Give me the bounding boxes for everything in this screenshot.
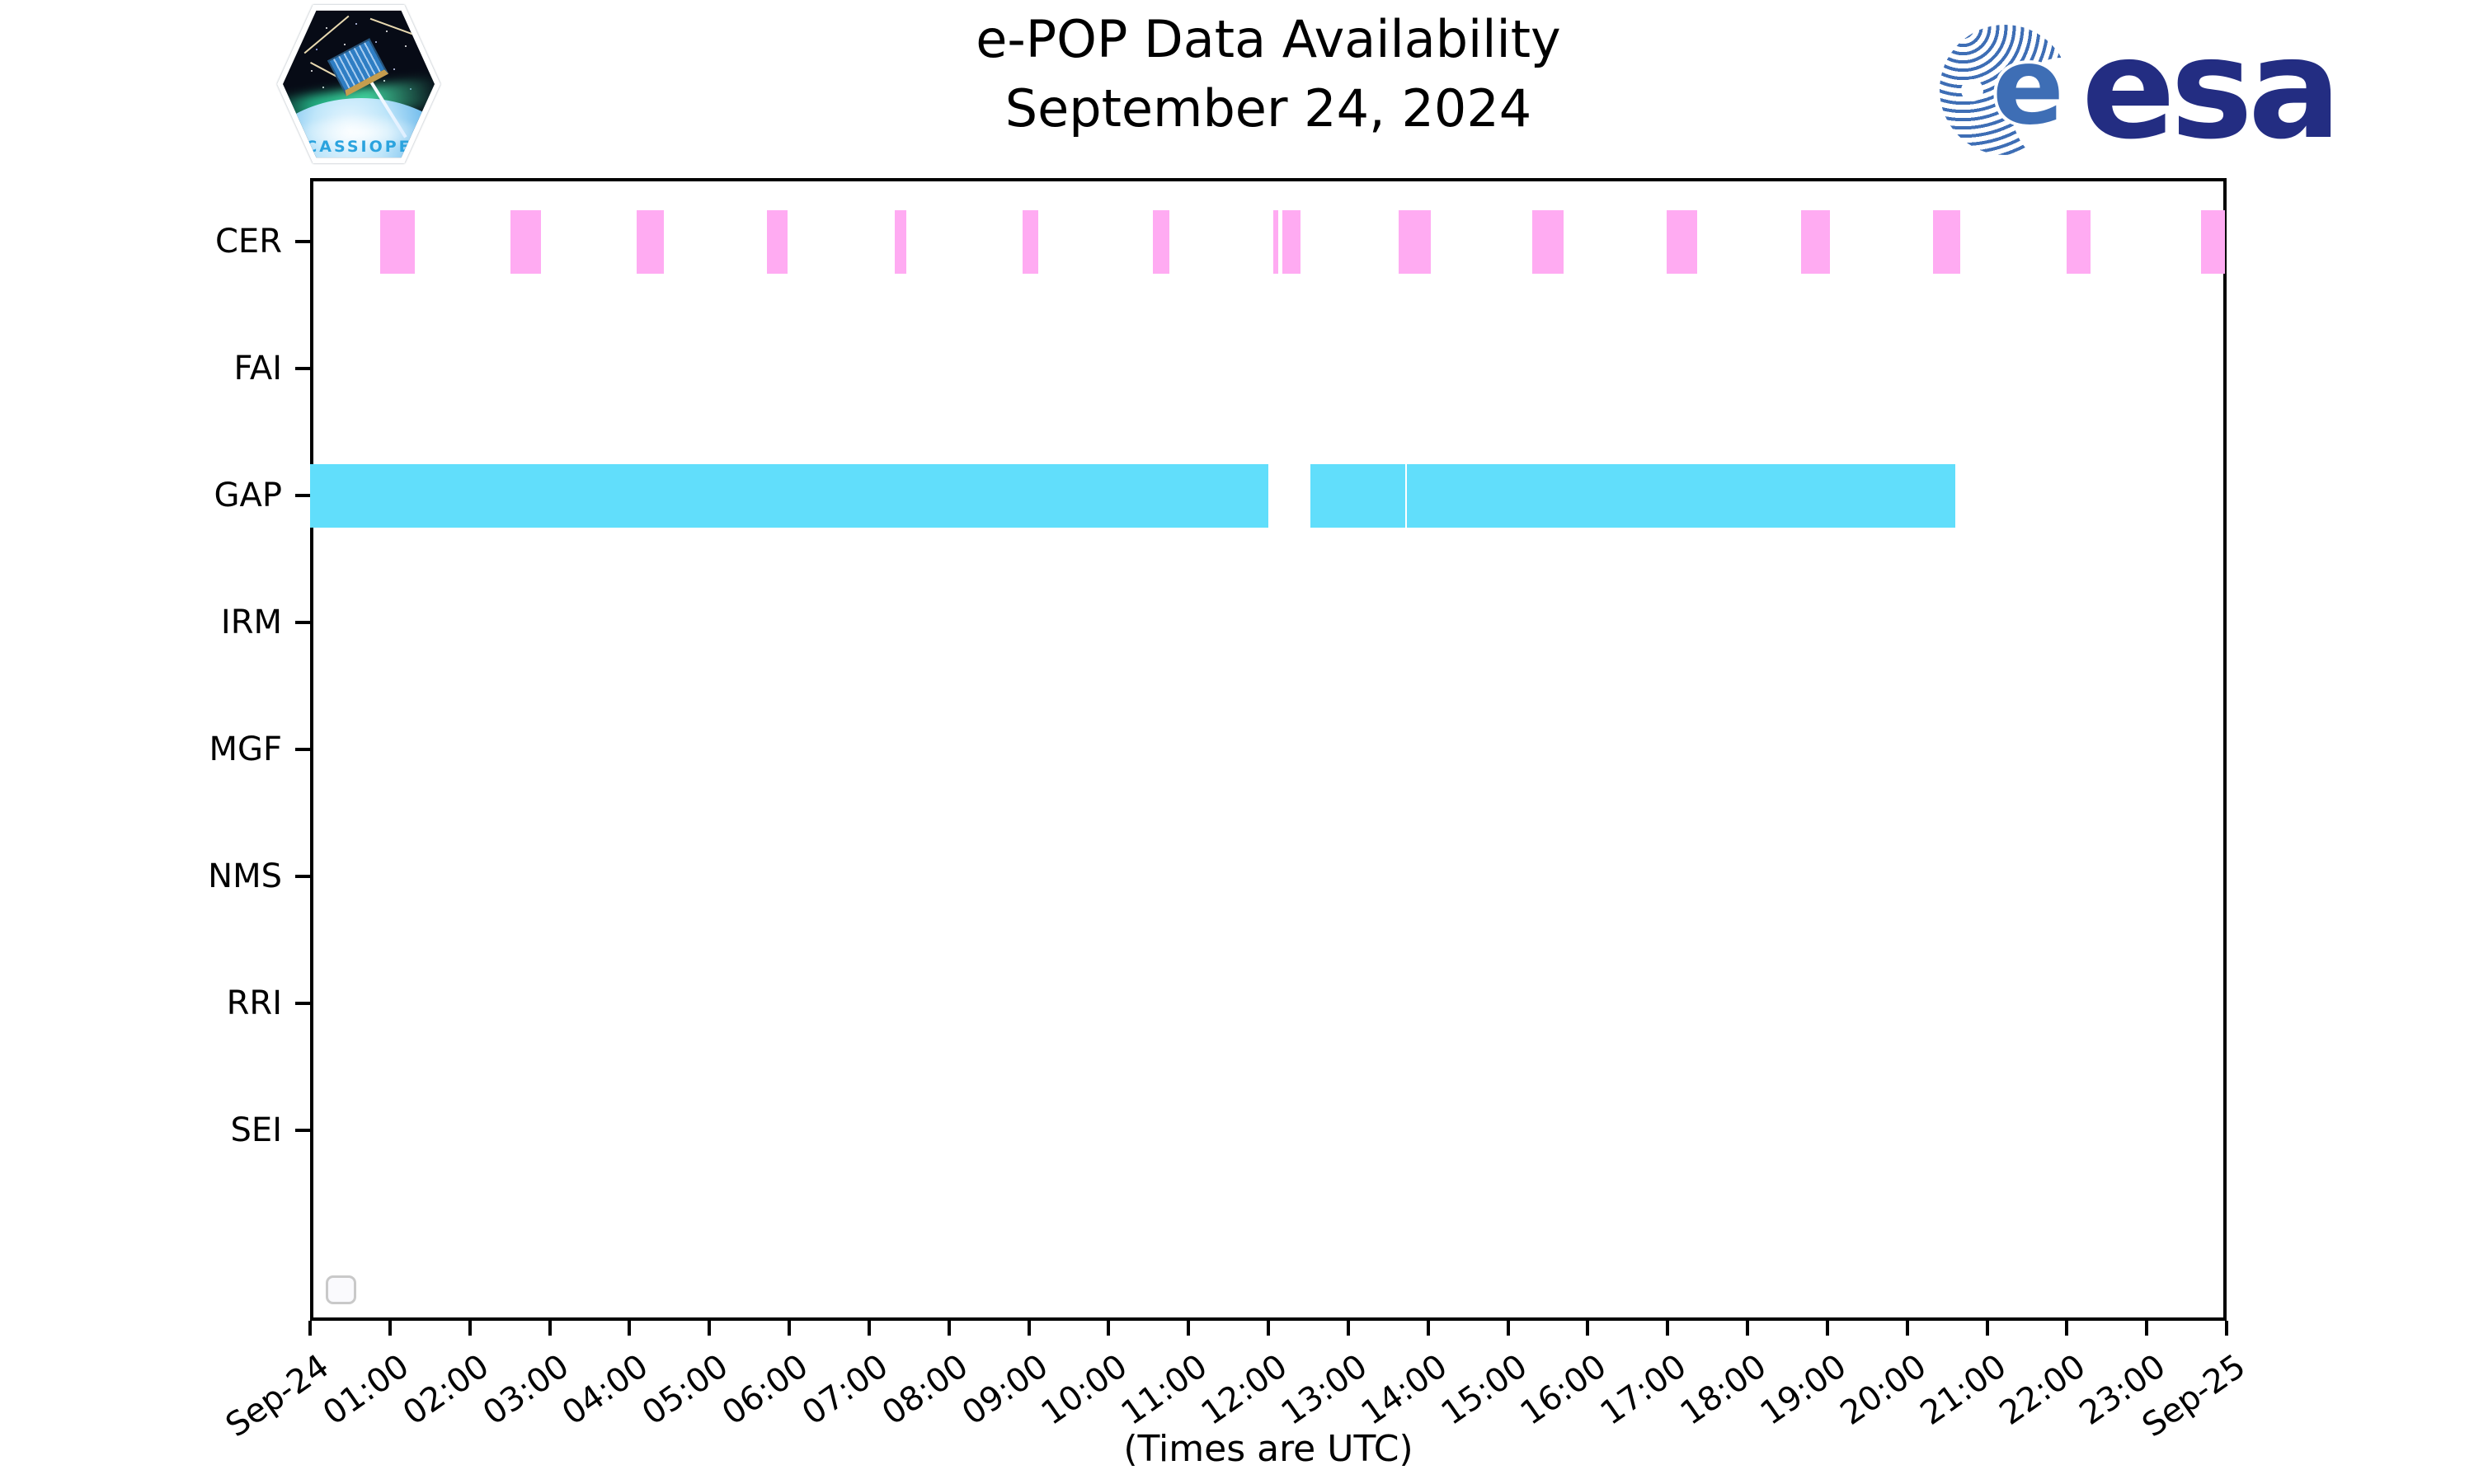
esa-globe-dot (1961, 79, 1983, 101)
x-tick (2145, 1321, 2149, 1336)
x-tick (1825, 1321, 1829, 1336)
gap-availability-bar (1407, 463, 1955, 528)
esa-wordmark: esa (2081, 8, 2341, 170)
y-tick (295, 1129, 310, 1132)
x-axis-caption: (Times are UTC) (1123, 1428, 1413, 1470)
y-axis-label-gap: GAP (214, 477, 282, 514)
x-tick (1027, 1321, 1031, 1336)
x-tick (388, 1321, 392, 1336)
esa-globe-e-glyph: e (1992, 26, 2064, 148)
x-tick (2225, 1321, 2228, 1336)
cer-availability-bar (1800, 209, 1830, 274)
cer-availability-bar (380, 209, 415, 274)
cassiope-mission-patch: CASSIOPE (277, 3, 440, 165)
x-tick (1746, 1321, 1749, 1336)
x-tick (1506, 1321, 1510, 1336)
chart-title-block: e-POP Data Availability September 24, 20… (310, 5, 2227, 143)
y-axis-label-nms: NMS (208, 857, 282, 895)
y-axis-label-fai: FAI (233, 350, 283, 387)
x-tick (1985, 1321, 1989, 1336)
cer-availability-bar (766, 209, 788, 274)
cer-availability-bar (1398, 209, 1431, 274)
y-axis-label-sei: SEI (230, 1111, 282, 1149)
x-tick (947, 1321, 951, 1336)
cer-availability-bar (2067, 209, 2091, 274)
gap-availability-bar (1310, 463, 1405, 528)
y-tick (295, 875, 310, 878)
x-tick (1586, 1321, 1590, 1336)
y-axis-label-mgf: MGF (209, 730, 282, 768)
x-tick (708, 1321, 712, 1336)
cassiope-patch-label: CASSIOPE (305, 138, 412, 156)
x-tick (628, 1321, 632, 1336)
cer-availability-bar (1022, 209, 1039, 274)
y-axis-label-irm: IRM (220, 603, 282, 641)
x-tick (788, 1321, 791, 1336)
esa-logo: e esa (1940, 8, 2341, 170)
y-axis-label-rri: RRI (226, 984, 282, 1022)
cer-availability-bar (1272, 209, 1278, 274)
cer-availability-bar (2201, 209, 2226, 274)
x-tick (308, 1321, 312, 1336)
x-tick (1187, 1321, 1191, 1336)
cer-availability-bar (1152, 209, 1169, 274)
x-tick (1107, 1321, 1111, 1336)
esa-globe-crescent (2012, 58, 2111, 165)
x-tick (1346, 1321, 1350, 1336)
x-tick (1426, 1321, 1430, 1336)
y-tick (295, 748, 310, 751)
y-axis-label-cer: CER (215, 223, 282, 261)
y-tick (295, 621, 310, 624)
x-tick (867, 1321, 871, 1336)
y-tick (295, 1002, 310, 1005)
gap-availability-bar (310, 463, 1268, 528)
empty-legend-box (326, 1275, 356, 1304)
cer-availability-bar (1531, 209, 1564, 274)
cer-availability-bar (510, 209, 541, 274)
x-tick (1666, 1321, 1670, 1336)
x-tick (1905, 1321, 1909, 1336)
x-tick (2065, 1321, 2069, 1336)
y-tick (295, 494, 310, 497)
y-tick (295, 240, 310, 243)
cer-availability-bar (894, 209, 907, 274)
cer-availability-bar (1282, 209, 1300, 274)
page-subtitle-date: September 24, 2024 (1004, 78, 1532, 139)
cer-availability-bar (1932, 209, 1960, 274)
cer-availability-bar (637, 209, 664, 274)
x-tick (1267, 1321, 1270, 1336)
y-tick (295, 367, 310, 370)
x-tick (468, 1321, 472, 1336)
plot-area (310, 178, 2227, 1321)
patch-hexagon-art: CASSIOPE (283, 10, 435, 158)
cer-availability-bar (1667, 209, 1697, 274)
x-tick (548, 1321, 552, 1336)
page-title: e-POP Data Availability (976, 9, 1561, 69)
